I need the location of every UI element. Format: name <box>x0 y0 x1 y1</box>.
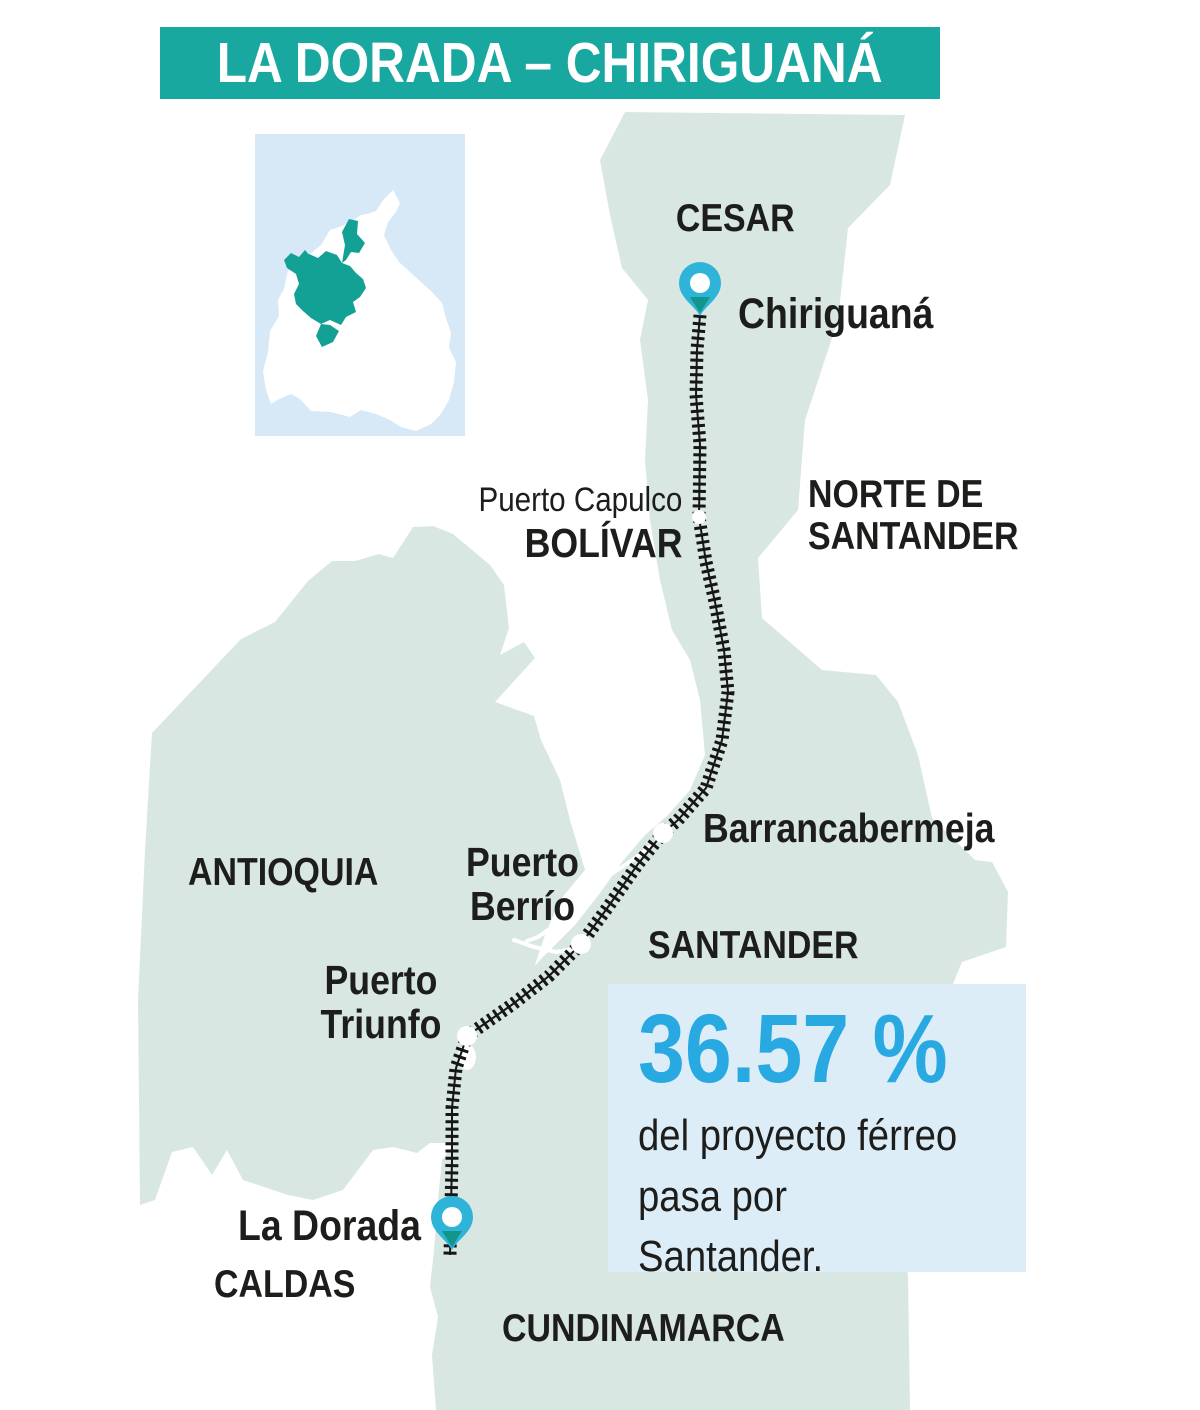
department-label-cesar: CESAR <box>675 197 795 240</box>
santander-stat-callout: 36.57 % del proyecto férreo pasa por San… <box>608 984 1026 1281</box>
chiriguana-pin-icon <box>679 262 721 316</box>
inset-colombia-outline <box>263 190 456 431</box>
la-dorada-pin-icon <box>431 1196 473 1250</box>
place-label-chiriguana: Chiriguaná <box>738 290 934 338</box>
place-label-puerto-triunfo: Puerto Triunfo <box>320 957 442 1048</box>
magdalena-river <box>525 843 654 943</box>
department-label-norte-de-santander: NORTE DE SANTANDER <box>808 473 1019 559</box>
magdalena-river-branch <box>512 938 580 954</box>
place-label-barrancabermeja: Barrancabermeja <box>703 805 995 851</box>
stat-percentage: 36.57 % <box>638 994 948 1103</box>
department-label-cundinamarca: CUNDINAMARCA <box>502 1307 785 1350</box>
department-label-bolivar: BOLÍVAR <box>524 520 682 566</box>
place-label-puerto-capulco: Puerto Capulco <box>478 481 682 519</box>
title-banner: LA DORADA – CHIRIGUANÁ <box>160 27 940 99</box>
stat-description: del proyecto férreo pasa por Santander. <box>638 1110 958 1282</box>
inset-highlighted-departments <box>284 219 366 347</box>
place-label-la-dorada: La Dorada <box>238 1202 421 1250</box>
station-dot-puerto-capulco <box>692 510 706 524</box>
place-label-puerto-berrio: Puerto Berrío <box>466 839 579 930</box>
station-dot-puerto-triunfo <box>457 1026 477 1046</box>
railway-line <box>449 314 729 1256</box>
department-label-antioquia: ANTIOQUIA <box>188 851 379 894</box>
station-dot-puerto-berrio <box>571 934 591 954</box>
colombia-inset-map <box>255 134 465 436</box>
department-label-santander: SANTANDER <box>648 924 859 967</box>
page-title: LA DORADA – CHIRIGUANÁ <box>217 31 883 95</box>
station-dot-barrancabermeja <box>653 823 673 843</box>
department-label-caldas: CALDAS <box>214 1263 356 1306</box>
